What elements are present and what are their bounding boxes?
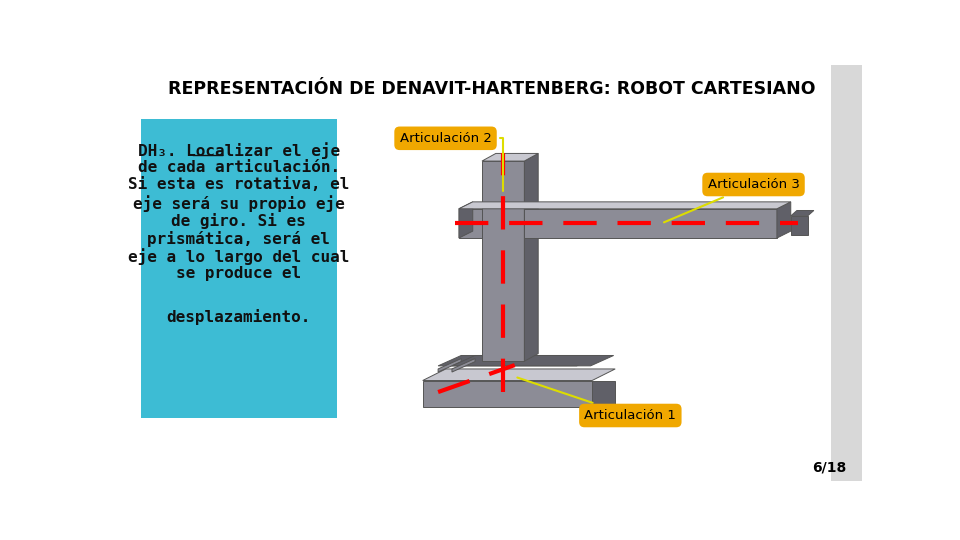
Polygon shape xyxy=(777,202,791,238)
Text: Articulación 3: Articulación 3 xyxy=(664,178,800,222)
Text: Articulación 1: Articulación 1 xyxy=(517,377,676,422)
Polygon shape xyxy=(592,381,615,408)
Polygon shape xyxy=(791,211,814,216)
Text: prismática, será el: prismática, será el xyxy=(148,231,330,246)
Polygon shape xyxy=(524,153,539,361)
Text: se produce el: se produce el xyxy=(177,266,301,281)
Text: REPRESENTACIÓN DE DENAVIT-HARTENBERG: ROBOT CARTESIANO: REPRESENTACIÓN DE DENAVIT-HARTENBERG: RO… xyxy=(168,80,816,98)
Polygon shape xyxy=(438,355,600,366)
Polygon shape xyxy=(791,216,807,235)
Text: de cada articulación.: de cada articulación. xyxy=(138,160,340,174)
Polygon shape xyxy=(422,381,592,408)
Polygon shape xyxy=(438,359,461,372)
Text: Si esta es rotativa, el: Si esta es rotativa, el xyxy=(128,177,349,192)
FancyBboxPatch shape xyxy=(830,65,861,481)
Text: de giro. Si es: de giro. Si es xyxy=(172,213,306,229)
Text: desplazamiento.: desplazamiento. xyxy=(167,309,311,325)
FancyBboxPatch shape xyxy=(141,119,337,418)
Text: Articulación 2: Articulación 2 xyxy=(399,132,503,191)
Text: eje a lo largo del cual: eje a lo largo del cual xyxy=(128,248,349,265)
Polygon shape xyxy=(482,161,524,361)
Polygon shape xyxy=(459,202,472,238)
Polygon shape xyxy=(422,369,615,381)
Text: DH₃. Localizar el eje: DH₃. Localizar el eje xyxy=(138,142,340,159)
Polygon shape xyxy=(459,209,482,238)
Text: eje será su propio eje: eje será su propio eje xyxy=(132,195,345,212)
Polygon shape xyxy=(482,153,539,161)
Polygon shape xyxy=(524,209,777,238)
Polygon shape xyxy=(459,202,791,209)
Polygon shape xyxy=(452,355,613,366)
Polygon shape xyxy=(452,359,475,372)
Text: 6/18: 6/18 xyxy=(812,461,846,475)
